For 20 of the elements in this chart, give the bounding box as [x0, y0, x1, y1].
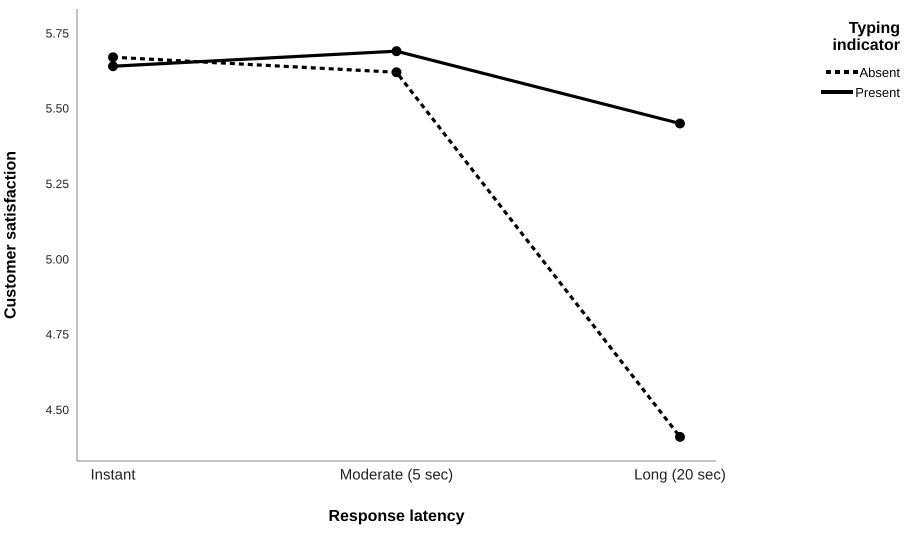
- point: [392, 67, 402, 78]
- x-tick-label: Moderate (5 sec): [340, 466, 454, 484]
- point: [675, 432, 685, 442]
- point: [108, 61, 118, 72]
- x-tick-label: Instant: [90, 466, 136, 484]
- y-tick-label: 4.50: [46, 403, 70, 418]
- y-tick-label: 5.00: [46, 252, 70, 266]
- point: [675, 118, 685, 129]
- y-tick-label: 4.75: [46, 328, 70, 342]
- y-axis-title: Customer satisfaction: [2, 150, 20, 320]
- point: [108, 52, 118, 62]
- point: [392, 46, 402, 56]
- legend-label: Absent: [860, 64, 900, 80]
- y-tick-label: 5.75: [46, 26, 70, 40]
- x-tick-label: Long (20 sec): [634, 466, 726, 484]
- x-axis-title: Response latency: [328, 508, 465, 525]
- y-tick-label: 5.50: [46, 102, 70, 116]
- y-tick-label: 5.25: [46, 177, 70, 192]
- legend-label: Present: [855, 84, 900, 100]
- legend-title: Typing indicator: [831, 20, 900, 54]
